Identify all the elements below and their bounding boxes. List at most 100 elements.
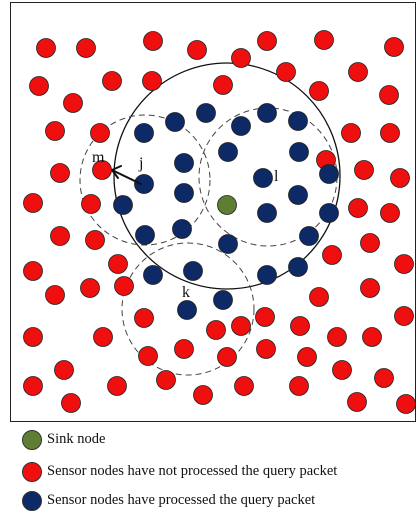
unprocessed-node [193,385,213,405]
processed-node [134,123,154,143]
processed-node [299,226,319,246]
unprocessed-nodes [23,30,416,414]
processed-node-icon [22,491,42,511]
unprocessed-node [354,160,374,180]
processed-node [231,116,251,136]
unprocessed-node [143,31,163,51]
sink-node-icon [22,430,42,450]
unprocessed-node [289,376,309,396]
unprocessed-node [276,62,296,82]
unprocessed-node [138,346,158,366]
unprocessed-node [213,75,233,95]
processed-node [183,261,203,281]
unprocessed-node [327,327,347,347]
unprocessed-node [50,226,70,246]
unprocessed-node [348,198,368,218]
unprocessed-node [142,71,162,91]
unprocessed-node [255,307,275,327]
legend-label-unprocessed: Sensor nodes have not processed the quer… [47,463,338,479]
processed-node [196,103,216,123]
network-diagram: m j l k [10,2,416,422]
unprocessed-node [45,285,65,305]
unprocessed-node [90,123,110,143]
unprocessed-node [332,360,352,380]
label-k: k [182,284,190,301]
unprocessed-node [50,163,70,183]
unprocessed-node [107,376,127,396]
unprocessed-node [29,76,49,96]
unprocessed-node [234,376,254,396]
processed-node [172,219,192,239]
unprocessed-node [360,233,380,253]
unprocessed-node [76,38,96,58]
label-l: l [274,168,279,185]
unprocessed-node [187,40,207,60]
unprocessed-node [206,320,226,340]
processed-node [319,203,339,223]
unprocessed-node [360,278,380,298]
unprocessed-node [108,254,128,274]
unprocessed-node [309,287,329,307]
processed-node [165,112,185,132]
unprocessed-node [54,360,74,380]
label-j: j [138,155,143,172]
unprocessed-node [394,254,414,274]
unprocessed-node [231,48,251,68]
processed-node [218,142,238,162]
legend-item-unprocessed: Sensor nodes have not processed the quer… [22,461,417,483]
processed-nodes [113,103,339,320]
legend-item-sink: Sink node [22,429,417,451]
unprocessed-node [61,393,81,413]
unprocessed-node [23,261,43,281]
unprocessed-node [231,316,251,336]
processed-node [174,153,194,173]
processed-node [257,103,277,123]
unprocessed-node [36,38,56,58]
main-query-circle [113,62,341,290]
processed-node [218,234,238,254]
unprocessed-node [102,71,122,91]
unprocessed-node [390,168,410,188]
unprocessed-node [322,245,342,265]
unprocessed-node-icon [22,462,42,482]
unprocessed-node [23,376,43,396]
legend-item-processed: Sensor nodes have processed the query pa… [22,490,417,512]
unprocessed-node [380,123,400,143]
unprocessed-node [257,31,277,51]
unprocessed-node [23,327,43,347]
field-border [10,2,416,422]
processed-node [257,265,277,285]
unprocessed-node [384,37,404,57]
unprocessed-node [348,62,368,82]
unprocessed-node [314,30,334,50]
processed-node [253,168,273,188]
arrow-j-to-m [111,165,142,185]
node-j-range-circle [79,114,211,246]
processed-node [174,183,194,203]
unprocessed-node [81,194,101,214]
processed-node [134,174,154,194]
sink-node [217,195,237,215]
unprocessed-node [309,81,329,101]
processed-node [288,111,308,131]
unprocessed-node [341,123,361,143]
processed-node [288,257,308,277]
unprocessed-node [45,121,65,141]
unprocessed-node [374,368,394,388]
processed-node [288,185,308,205]
unprocessed-node [394,306,414,326]
unprocessed-node [134,308,154,328]
unprocessed-node [297,347,317,367]
unprocessed-node [256,339,276,359]
processed-node [177,300,197,320]
unprocessed-node [396,394,416,414]
node-k-range-circle [121,242,255,376]
unprocessed-node [347,392,367,412]
processed-node [289,142,309,162]
unprocessed-node [114,276,134,296]
unprocessed-node [290,316,310,336]
unprocessed-node [80,278,100,298]
unprocessed-node [379,85,399,105]
processed-node [143,265,163,285]
unprocessed-node [93,327,113,347]
